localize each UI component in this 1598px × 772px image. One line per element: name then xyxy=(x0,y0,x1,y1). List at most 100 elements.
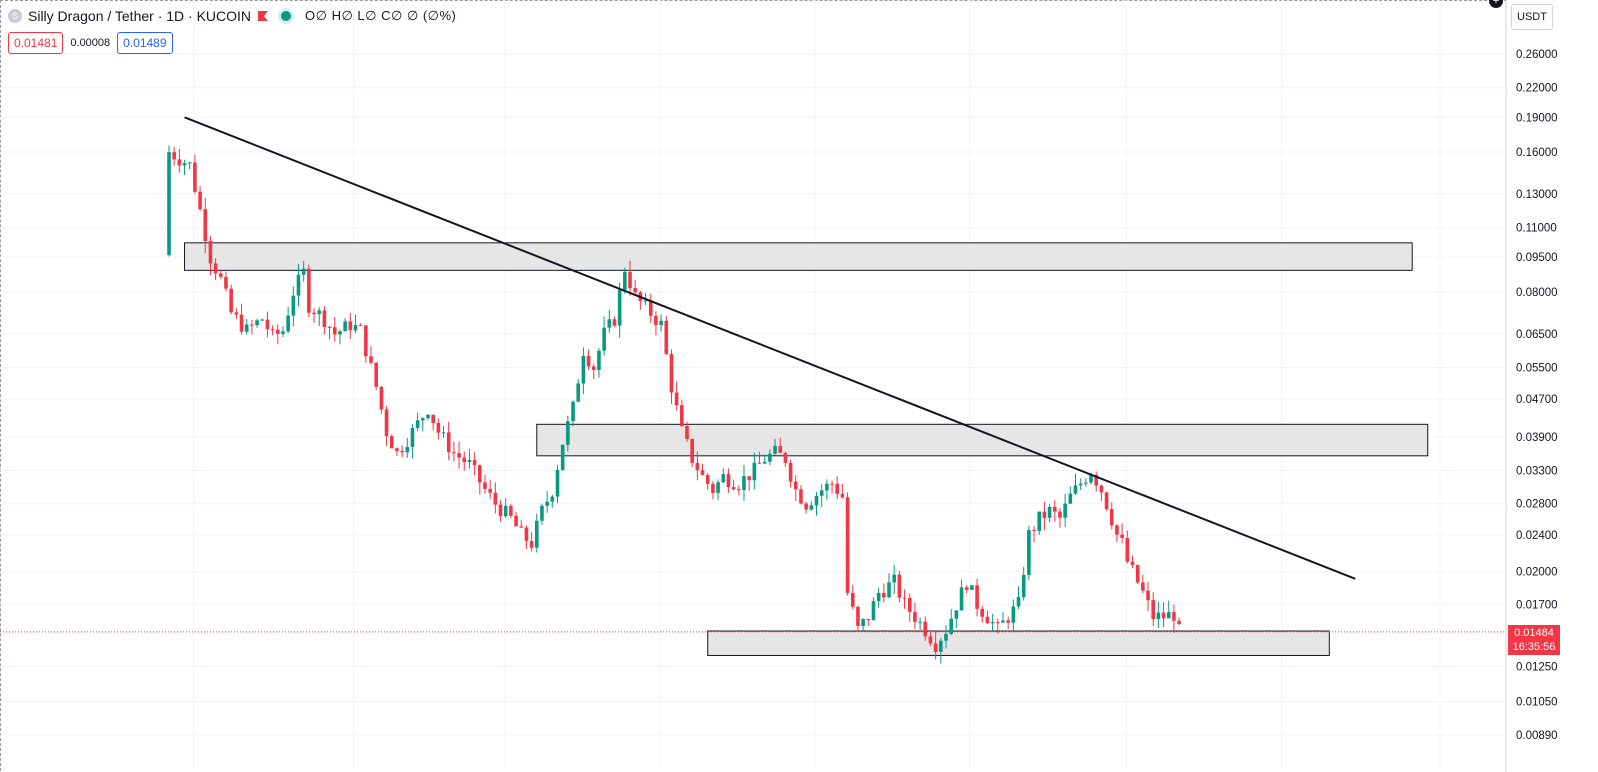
candle-body xyxy=(793,481,798,490)
candle-body xyxy=(623,271,627,290)
candle-body xyxy=(307,268,311,313)
candle xyxy=(483,474,487,494)
candle xyxy=(747,476,751,491)
candle xyxy=(990,613,995,632)
candle xyxy=(1027,525,1031,580)
y-tick-label: 0.01050 xyxy=(1516,697,1558,709)
candle xyxy=(887,573,891,599)
candle-body xyxy=(332,327,337,335)
last-price-value: 0.01484 xyxy=(1514,627,1554,639)
candle-body xyxy=(778,445,783,453)
candle-body xyxy=(576,383,581,402)
candle xyxy=(1063,493,1067,527)
candle-body xyxy=(757,462,762,464)
candle xyxy=(260,318,265,321)
y-tick-label: 0.06500 xyxy=(1516,329,1558,341)
candle-body xyxy=(747,476,751,481)
candle xyxy=(856,605,860,632)
candle-body xyxy=(338,331,342,335)
candle xyxy=(778,437,783,454)
candle xyxy=(700,463,705,476)
candle xyxy=(1146,582,1150,611)
candle-body xyxy=(716,482,720,493)
sell-price-button[interactable]: 0.01481 xyxy=(8,32,64,54)
support-resistance-zone[interactable] xyxy=(184,242,1413,271)
candle-body xyxy=(384,409,389,437)
candle xyxy=(301,261,306,282)
candle xyxy=(560,444,565,471)
candle-body xyxy=(959,587,964,611)
symbol-title[interactable]: Silly Dragon / Tether · 1D · KUCOIN xyxy=(28,8,252,24)
candle xyxy=(850,584,855,610)
buy-price-button[interactable]: 0.01489 xyxy=(117,32,173,54)
candle xyxy=(198,186,202,212)
candle xyxy=(1104,491,1109,511)
candle xyxy=(876,587,881,608)
candle-body xyxy=(172,152,176,160)
flag-icon[interactable] xyxy=(257,10,269,22)
candle-body xyxy=(654,315,658,326)
candle xyxy=(426,413,430,421)
candle xyxy=(964,585,969,594)
candle-body xyxy=(296,274,301,296)
candle xyxy=(255,318,259,328)
candle xyxy=(374,362,378,391)
candle xyxy=(1058,508,1062,528)
candle xyxy=(1141,574,1145,594)
trendline-layer[interactable] xyxy=(184,116,1356,580)
candle-body xyxy=(980,608,985,617)
support-resistance-zone[interactable] xyxy=(707,630,1330,656)
candle xyxy=(1109,501,1114,530)
candle xyxy=(793,475,798,502)
candle-body xyxy=(737,489,741,491)
candle-body xyxy=(457,453,461,458)
currency-unit-button[interactable]: USDT xyxy=(1511,4,1553,30)
candle-body xyxy=(415,420,420,428)
candle xyxy=(1130,555,1135,569)
candle xyxy=(970,585,974,591)
bar-countdown: 16:35:56 xyxy=(1512,641,1556,653)
candle xyxy=(213,258,218,281)
candle xyxy=(591,363,596,380)
candle xyxy=(928,630,933,647)
y-tick-label: 0.22000 xyxy=(1516,83,1558,95)
candle xyxy=(1177,617,1181,625)
candle-body xyxy=(845,497,850,593)
candle xyxy=(840,483,845,499)
candle-body xyxy=(1021,574,1026,597)
candle-body xyxy=(193,162,197,192)
plus-icon[interactable]: + xyxy=(1489,0,1503,8)
candle-body xyxy=(483,482,487,489)
y-tick-label: 0.02400 xyxy=(1516,530,1558,542)
candle xyxy=(737,485,741,496)
candle-body xyxy=(1089,474,1093,483)
candle xyxy=(607,309,612,333)
candle xyxy=(472,452,477,476)
candle-body xyxy=(970,585,974,590)
candle xyxy=(1047,504,1052,523)
candle xyxy=(529,532,534,552)
candle-body xyxy=(1037,511,1042,531)
candle-body xyxy=(996,622,1000,624)
candle-body xyxy=(944,633,948,641)
candle-body xyxy=(229,288,233,313)
candle-body xyxy=(633,288,637,293)
candle xyxy=(327,325,332,340)
candle xyxy=(695,451,700,481)
y-tick-label: 0.26000 xyxy=(1516,49,1558,61)
candle xyxy=(913,602,917,630)
candle-body xyxy=(177,159,182,166)
support-resistance-zone[interactable] xyxy=(536,423,1429,457)
candle-body xyxy=(602,327,606,351)
candle-body xyxy=(219,273,223,277)
candle-body xyxy=(358,325,363,327)
candle-body xyxy=(400,450,404,453)
candle-body xyxy=(260,319,265,321)
price-axis[interactable]: 0.26000 0.22000 0.19000 0.16000 0.13000 0.110… xyxy=(1505,0,1598,772)
trendline[interactable] xyxy=(184,116,1356,580)
candle xyxy=(654,311,658,336)
zones[interactable] xyxy=(184,242,1429,656)
candle xyxy=(244,318,249,335)
candle xyxy=(617,282,622,338)
